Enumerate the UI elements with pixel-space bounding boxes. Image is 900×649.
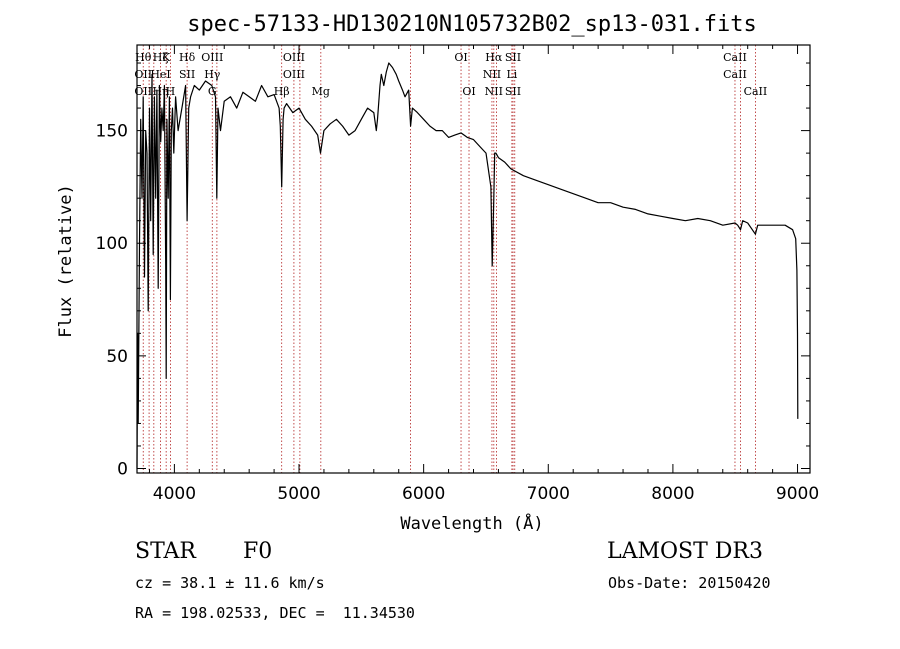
spectral-line-markers bbox=[142, 45, 756, 473]
x-axis-label: Wavelength (Å) bbox=[400, 512, 543, 534]
line-marker-label: Hγ bbox=[204, 68, 221, 81]
line-marker-label: OI bbox=[454, 51, 467, 64]
line-marker-label: Hα bbox=[485, 51, 503, 64]
line-marker-label: CaII bbox=[723, 51, 747, 64]
line-marker-label: Hβ bbox=[274, 85, 290, 98]
redshift-cz: cz = 38.1 ± 11.6 km/s bbox=[135, 574, 325, 592]
x-tick-label: 5000 bbox=[277, 484, 320, 504]
line-marker-label: SII bbox=[505, 85, 521, 98]
line-marker-label: SII bbox=[179, 68, 195, 81]
line-marker-label: Mg bbox=[312, 85, 330, 98]
line-marker-label: Hθ bbox=[135, 51, 152, 64]
survey-name: LAMOST DR3 bbox=[607, 539, 763, 564]
line-marker-label: Li bbox=[506, 68, 517, 81]
y-tick-label: 150 bbox=[96, 122, 128, 142]
line-marker-label: OIII bbox=[201, 51, 223, 64]
line-marker-label: K bbox=[162, 51, 171, 64]
plot-frame bbox=[136, 44, 811, 474]
coordinates: RA = 198.02533, DEC = 11.34530 bbox=[135, 604, 415, 622]
y-tick-label: 0 bbox=[117, 459, 128, 479]
axis-ticks: 4000 5000 6000 7000 8000 9000 0 50 100 150 bbox=[96, 45, 819, 504]
object-subclass: F0 bbox=[243, 539, 273, 564]
line-marker-label: H bbox=[166, 85, 176, 98]
line-marker-label: OIII bbox=[283, 51, 305, 64]
observation-date: Obs-Date: 20150420 bbox=[608, 574, 771, 592]
x-tick-label: 9000 bbox=[776, 484, 819, 504]
line-marker-label: G bbox=[208, 85, 217, 98]
x-tick-label: 6000 bbox=[402, 484, 445, 504]
line-marker-label: NII bbox=[483, 68, 501, 81]
line-marker-label: Hζ bbox=[153, 51, 169, 64]
line-marker-label: SII bbox=[505, 51, 521, 64]
object-class: STAR bbox=[135, 539, 196, 564]
line-marker-label: CaII bbox=[744, 85, 768, 98]
line-marker-label: OII bbox=[134, 85, 152, 98]
line-marker-label: OII bbox=[134, 68, 152, 81]
y-tick-label: 50 bbox=[106, 347, 128, 367]
chart-title: spec-57133-HD130210N105732B02_sp13-031.f… bbox=[187, 12, 757, 37]
line-marker-label: CaII bbox=[723, 68, 747, 81]
line-marker-label: NII bbox=[485, 85, 503, 98]
line-marker-label: HeI bbox=[150, 68, 170, 81]
x-tick-label: 8000 bbox=[651, 484, 694, 504]
line-marker-label: OI bbox=[462, 85, 475, 98]
y-tick-label: 100 bbox=[96, 234, 128, 254]
x-tick-label: 4000 bbox=[153, 484, 196, 504]
y-axis-label: Flux (relative) bbox=[56, 184, 76, 338]
spectrum-line bbox=[136, 62, 799, 469]
line-marker-label: OIII bbox=[283, 68, 305, 81]
x-tick-label: 7000 bbox=[527, 484, 570, 504]
line-marker-label: Hδ bbox=[179, 51, 196, 64]
